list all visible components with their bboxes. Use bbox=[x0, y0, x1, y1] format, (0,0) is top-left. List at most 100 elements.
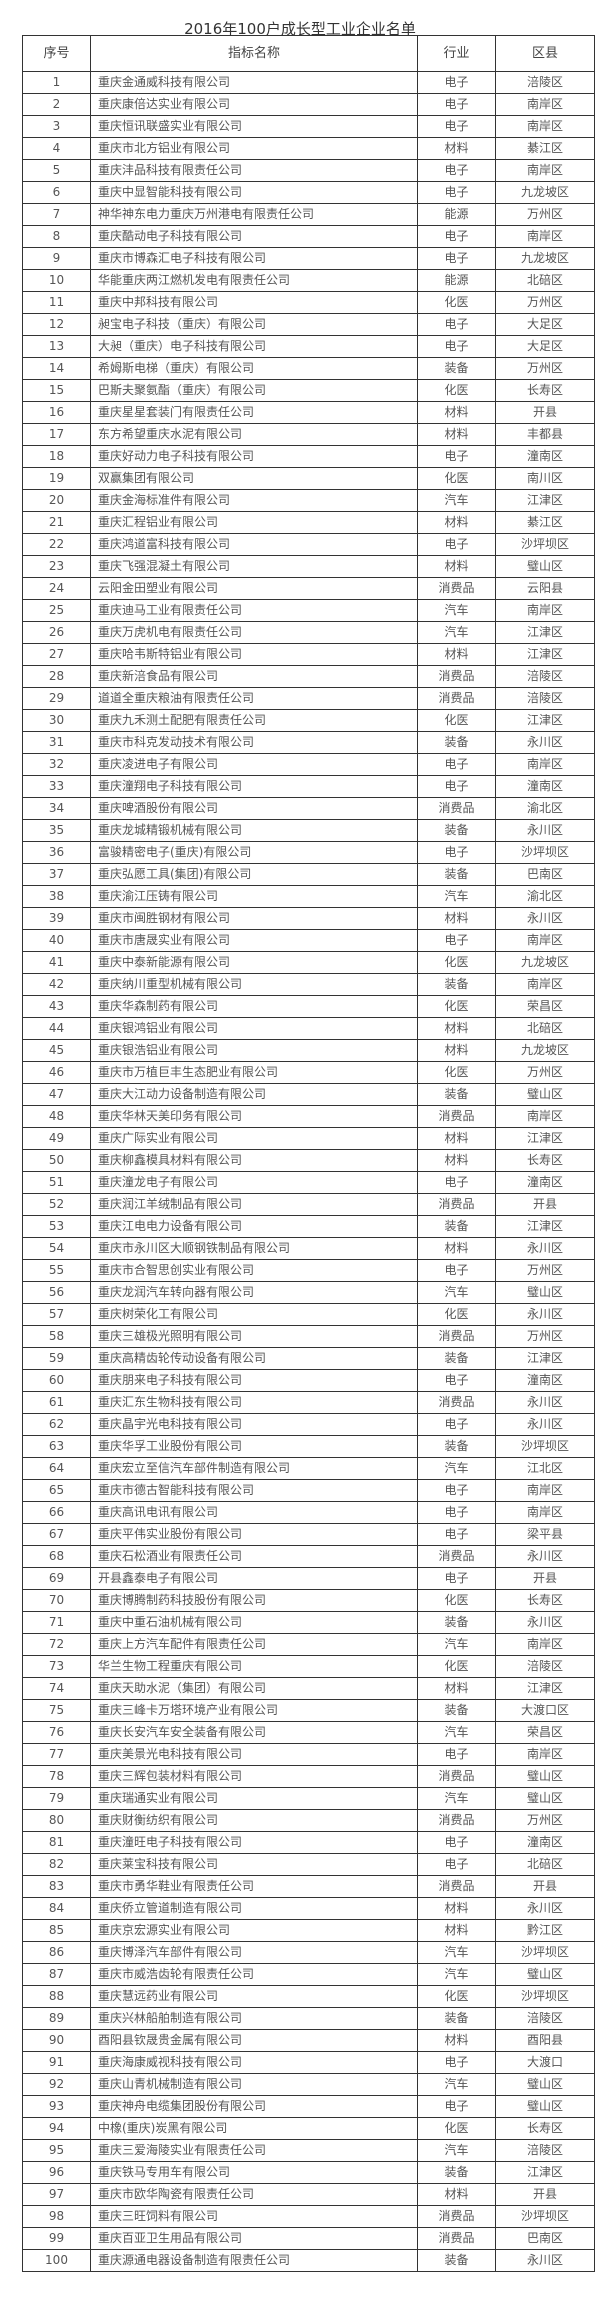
table-header: 序号 指标名称 行业 区县 bbox=[22, 35, 595, 72]
cell-seq: 5 bbox=[22, 159, 91, 182]
cell-seq: 90 bbox=[22, 2029, 91, 2052]
cell-seq: 76 bbox=[22, 1721, 91, 1744]
cell-seq: 41 bbox=[22, 951, 91, 974]
cell-name: 希姆斯电梯（重庆）有限公司 bbox=[90, 357, 418, 380]
cell-seq: 77 bbox=[22, 1743, 91, 1766]
cell-name: 重庆鸿道富科技有限公司 bbox=[90, 533, 418, 556]
cell-name: 重庆润江羊绒制品有限公司 bbox=[90, 1193, 418, 1216]
table-row: 73 华兰生物工程重庆有限公司 化医 涪陵区 bbox=[22, 1655, 595, 1678]
cell-name: 重庆市北方铝业有限公司 bbox=[90, 137, 418, 160]
table-row: 68 重庆石松酒业有限责任公司 消费品 永川区 bbox=[22, 1545, 595, 1568]
cell-seq: 23 bbox=[22, 555, 91, 578]
cell-name: 重庆平伟实业股份有限公司 bbox=[90, 1523, 418, 1546]
cell-name: 道道全重庆粮油有限责任公司 bbox=[90, 687, 418, 710]
cell-seq: 68 bbox=[22, 1545, 91, 1568]
cell-industry: 电子 bbox=[417, 335, 496, 358]
cell-name: 重庆大江动力设备制造有限公司 bbox=[90, 1083, 418, 1106]
cell-seq: 37 bbox=[22, 863, 91, 886]
cell-name: 重庆宏立至信汽车部件制造有限公司 bbox=[90, 1457, 418, 1480]
cell-district: 江津区 bbox=[495, 1127, 595, 1150]
cell-industry: 材料 bbox=[417, 1039, 496, 1062]
table-row: 49 重庆广际实业有限公司 材料 江津区 bbox=[22, 1127, 595, 1150]
cell-industry: 装备 bbox=[417, 731, 496, 754]
cell-district: 江津区 bbox=[495, 621, 595, 644]
cell-industry: 电子 bbox=[417, 445, 496, 468]
header-seq: 序号 bbox=[22, 35, 91, 72]
cell-industry: 装备 bbox=[417, 863, 496, 886]
cell-industry: 消费品 bbox=[417, 1105, 496, 1128]
cell-name: 重庆潼旺电子科技有限公司 bbox=[90, 1831, 418, 1854]
cell-district: 开县 bbox=[495, 1193, 595, 1216]
cell-industry: 电子 bbox=[417, 533, 496, 556]
table-row: 5 重庆沣品科技有限责任公司 电子 南岸区 bbox=[22, 159, 595, 182]
cell-industry: 装备 bbox=[417, 2161, 496, 2184]
cell-name: 重庆汇程铝业有限公司 bbox=[90, 511, 418, 534]
cell-name: 重庆市唐晟实业有限公司 bbox=[90, 929, 418, 952]
cell-industry: 化医 bbox=[417, 1303, 496, 1326]
cell-industry: 消费品 bbox=[417, 2227, 496, 2250]
cell-industry: 电子 bbox=[417, 1413, 496, 1436]
cell-seq: 35 bbox=[22, 819, 91, 842]
cell-seq: 47 bbox=[22, 1083, 91, 1106]
cell-industry: 电子 bbox=[417, 841, 496, 864]
table-row: 78 重庆三辉包装材料有限公司 消费品 璧山区 bbox=[22, 1765, 595, 1788]
cell-district: 荣昌区 bbox=[495, 995, 595, 1018]
cell-seq: 17 bbox=[22, 423, 91, 446]
cell-name: 重庆纳川重型机械有限公司 bbox=[90, 973, 418, 996]
table-row: 82 重庆莱宝科技有限公司 电子 北碚区 bbox=[22, 1853, 595, 1876]
cell-seq: 42 bbox=[22, 973, 91, 996]
cell-industry: 汽车 bbox=[417, 2073, 496, 2096]
cell-seq: 64 bbox=[22, 1457, 91, 1480]
cell-industry: 材料 bbox=[417, 907, 496, 930]
cell-seq: 27 bbox=[22, 643, 91, 666]
cell-name: 重庆市欧华陶瓷有限责任公司 bbox=[90, 2183, 418, 2206]
cell-seq: 39 bbox=[22, 907, 91, 930]
table-row: 47 重庆大江动力设备制造有限公司 装备 璧山区 bbox=[22, 1083, 595, 1106]
cell-district: 开县 bbox=[495, 401, 595, 424]
cell-name: 重庆三辉包装材料有限公司 bbox=[90, 1765, 418, 1788]
cell-district: 江津区 bbox=[495, 643, 595, 666]
cell-seq: 20 bbox=[22, 489, 91, 512]
cell-industry: 消费品 bbox=[417, 1545, 496, 1568]
cell-name: 重庆财衡纺织有限公司 bbox=[90, 1809, 418, 1832]
cell-industry: 电子 bbox=[417, 71, 496, 94]
cell-name: 神华神东电力重庆万州港电有限责任公司 bbox=[90, 203, 418, 226]
cell-district: 江津区 bbox=[495, 489, 595, 512]
cell-seq: 18 bbox=[22, 445, 91, 468]
cell-district: 开县 bbox=[495, 2183, 595, 2206]
table-row: 28 重庆新涪食品有限公司 消费品 涪陵区 bbox=[22, 665, 595, 688]
cell-name: 重庆华孚工业股份有限公司 bbox=[90, 1435, 418, 1458]
cell-seq: 71 bbox=[22, 1611, 91, 1634]
cell-district: 长寿区 bbox=[495, 1589, 595, 1612]
table-row: 1 重庆金通威科技有限公司 电子 涪陵区 bbox=[22, 71, 595, 94]
cell-seq: 34 bbox=[22, 797, 91, 820]
table-row: 4 重庆市北方铝业有限公司 材料 綦江区 bbox=[22, 137, 595, 160]
cell-name: 重庆啤酒股份有限公司 bbox=[90, 797, 418, 820]
table-row: 42 重庆纳川重型机械有限公司 装备 南岸区 bbox=[22, 973, 595, 996]
cell-industry: 化医 bbox=[417, 709, 496, 732]
cell-seq: 63 bbox=[22, 1435, 91, 1458]
cell-seq: 16 bbox=[22, 401, 91, 424]
table-row: 39 重庆市闽胜钢材有限公司 材料 永川区 bbox=[22, 907, 595, 930]
cell-industry: 汽车 bbox=[417, 621, 496, 644]
cell-seq: 4 bbox=[22, 137, 91, 160]
cell-district: 梁平县 bbox=[495, 1523, 595, 1546]
cell-seq: 55 bbox=[22, 1259, 91, 1282]
cell-seq: 57 bbox=[22, 1303, 91, 1326]
cell-district: 大足区 bbox=[495, 313, 595, 336]
cell-name: 重庆中邦科技有限公司 bbox=[90, 291, 418, 314]
cell-name: 中橡(重庆)炭黑有限公司 bbox=[90, 2117, 418, 2140]
cell-seq: 8 bbox=[22, 225, 91, 248]
cell-district: 南岸区 bbox=[495, 1501, 595, 1524]
cell-industry: 装备 bbox=[417, 819, 496, 842]
cell-industry: 材料 bbox=[417, 423, 496, 446]
cell-name: 重庆市闽胜钢材有限公司 bbox=[90, 907, 418, 930]
table-row: 6 重庆中显智能科技有限公司 电子 九龙坡区 bbox=[22, 181, 595, 204]
table-row: 54 重庆市永川区大顺钢铁制品有限公司 材料 永川区 bbox=[22, 1237, 595, 1260]
cell-name: 重庆莱宝科技有限公司 bbox=[90, 1853, 418, 1876]
cell-seq: 100 bbox=[22, 2249, 91, 2272]
cell-seq: 82 bbox=[22, 1853, 91, 1876]
cell-seq: 2 bbox=[22, 93, 91, 116]
table-row: 38 重庆渝江压铸有限公司 汽车 渝北区 bbox=[22, 885, 595, 908]
cell-district: 北碚区 bbox=[495, 269, 595, 292]
